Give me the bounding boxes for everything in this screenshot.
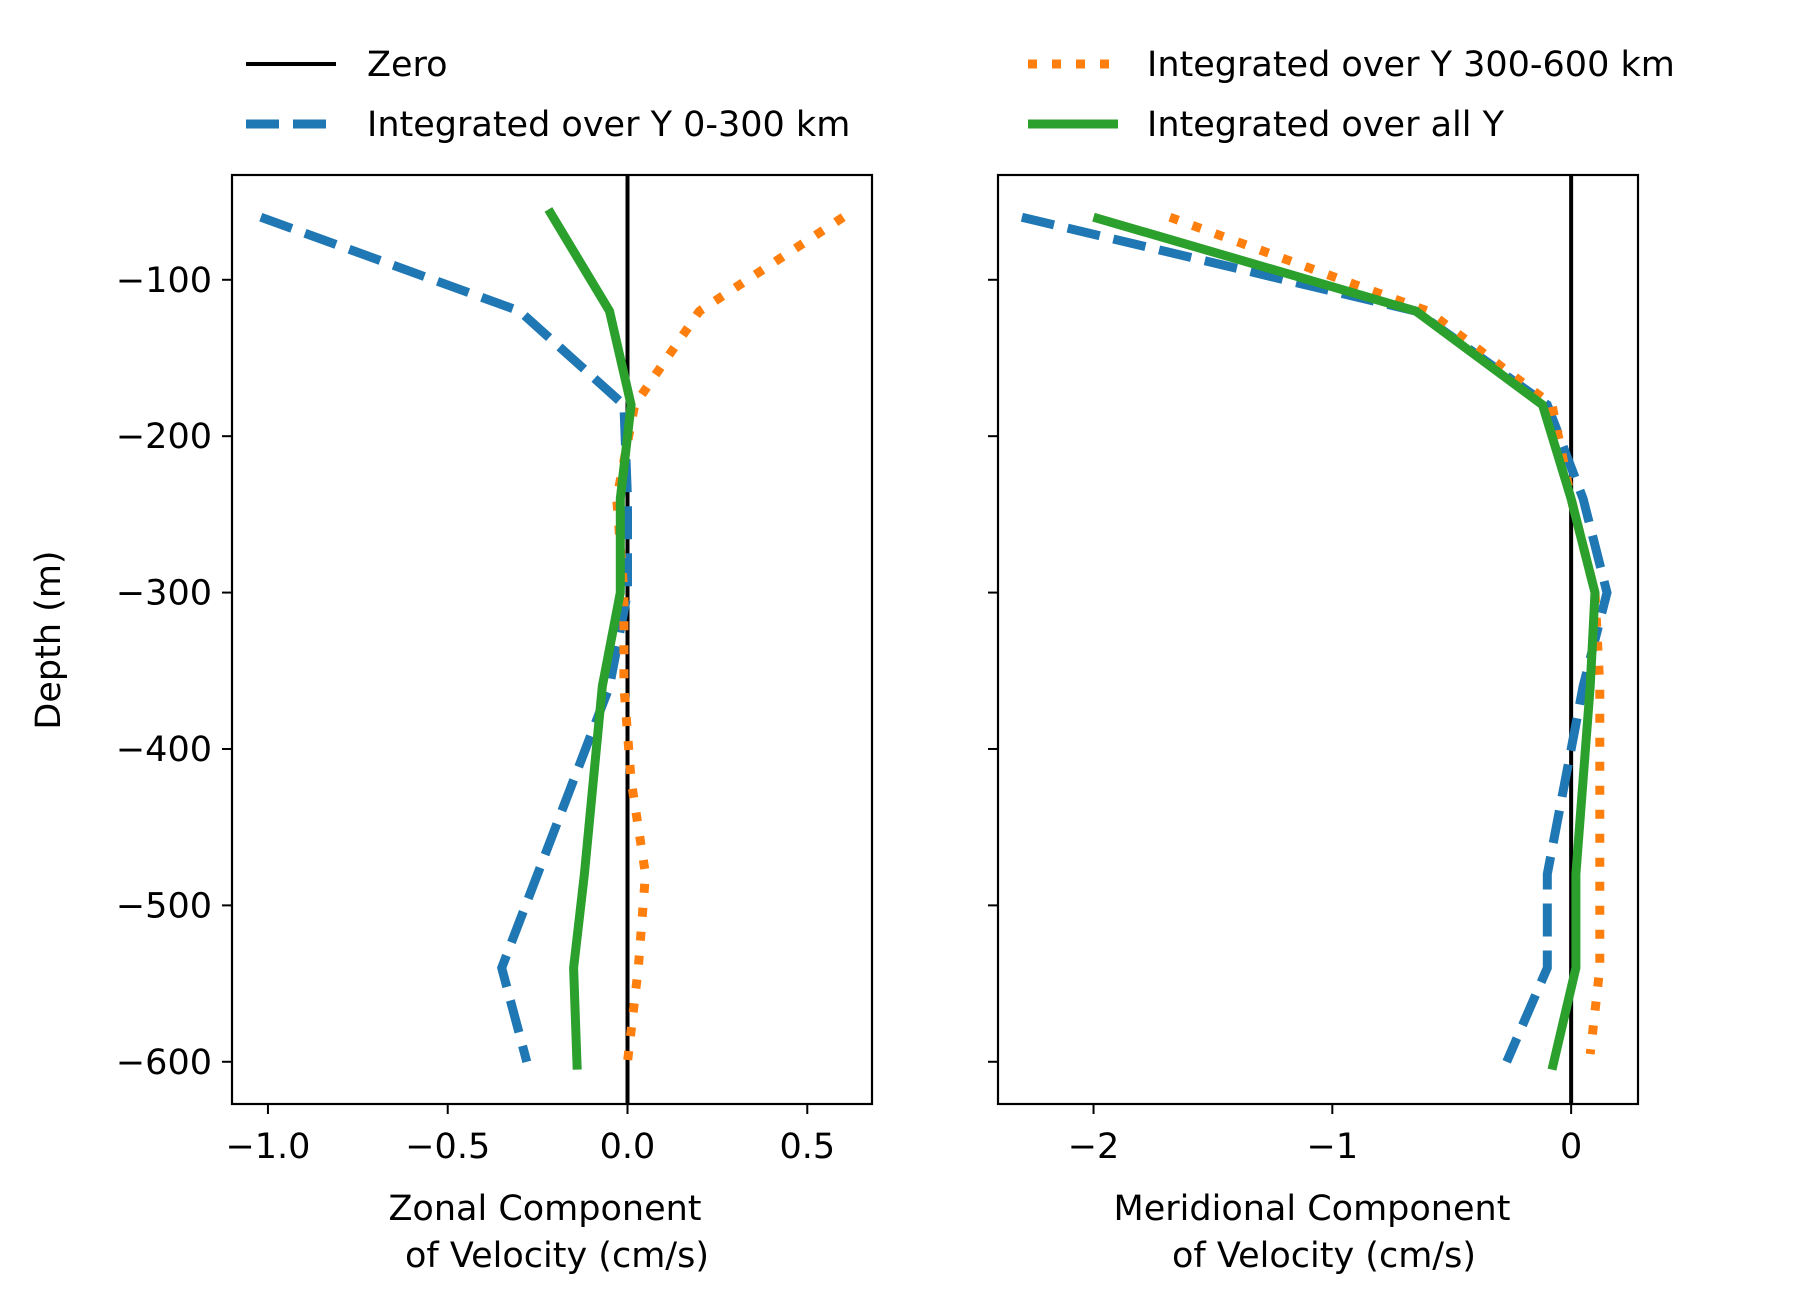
zonal-series-solid-2: [544, 207, 636, 1070]
legend-label-y0-300: Integrated over Y 0-300 km: [367, 105, 850, 145]
y-axis-label: Depth (m): [29, 550, 69, 729]
zonal-x-tick-label: −0.5: [405, 1127, 490, 1167]
zonal-x-tick-label: 0.0: [600, 1127, 656, 1167]
zonal-xlabel-line1: Zonal Component: [388, 1189, 701, 1229]
zonal-y-tick-label: −100: [116, 261, 212, 301]
meridional-xlabel-line1: Meridional Component: [1114, 1189, 1511, 1229]
zonal-x-tick-label: 0.5: [779, 1127, 835, 1167]
zonal-y-tick-label: −300: [116, 574, 212, 614]
meridional-series-dotted-1: [1168, 212, 1605, 1055]
zonal-series-dotted-1: [612, 213, 846, 1063]
zonal-x-tick-label: −1.0: [225, 1127, 310, 1167]
meridional-x-tick-label: −1: [1307, 1127, 1359, 1167]
zonal-velocity-panel: −1.0 −0.5 0.0 0.5 −100 −200 −300 −400 −500 −600 Z…: [29, 173, 874, 1276]
zonal-y-tick-label: −600: [116, 1043, 212, 1083]
meridional-xlabel-line2: of Velocity (cm/s): [1172, 1236, 1476, 1276]
meridional-velocity-panel: −2 −1 0 Meridional Component of Velocity (…: [988, 173, 1640, 1276]
meridional-x-tick-label: 0: [1560, 1127, 1582, 1167]
meridional-series-solid-2: [1092, 212, 1600, 1071]
legend-entry-y0-300: Integrated over Y 0-300 km: [246, 105, 850, 145]
legend-entry-zero: Zero: [246, 45, 448, 85]
zonal-series-dashed-0: [259, 212, 632, 1063]
meridional-x-tick-label: −2: [1068, 1127, 1120, 1167]
legend-label-all-y: Integrated over all Y: [1147, 105, 1505, 145]
zonal-series-layer: [259, 175, 846, 1104]
meridional-tick-layer: −2 −1 0: [988, 278, 1582, 1167]
legend-label-zero: Zero: [367, 45, 448, 85]
legend-entry-y300-600: Integrated over Y 300-600 km: [1028, 45, 1675, 85]
legend-entry-all-y: Integrated over all Y: [1028, 105, 1505, 145]
legend-label-y300-600: Integrated over Y 300-600 km: [1147, 45, 1675, 85]
zonal-y-tick-label: −200: [116, 417, 212, 457]
zonal-xlabel-line2: of Velocity (cm/s): [405, 1236, 709, 1276]
meridional-axes-frame: [996, 173, 1640, 1106]
zonal-axes-frame: [230, 173, 874, 1106]
zonal-y-tick-label: −400: [116, 730, 212, 770]
legend: Zero Integrated over Y 0-300 km Integrat…: [246, 45, 1675, 145]
meridional-series-layer: [1020, 175, 1612, 1104]
meridional-series-dashed-0: [1020, 212, 1612, 1064]
zonal-y-tick-label: −500: [116, 886, 212, 926]
zonal-tick-layer: −1.0 −0.5 0.0 0.5 −100 −200 −300 −400 −500 −600: [116, 261, 835, 1167]
